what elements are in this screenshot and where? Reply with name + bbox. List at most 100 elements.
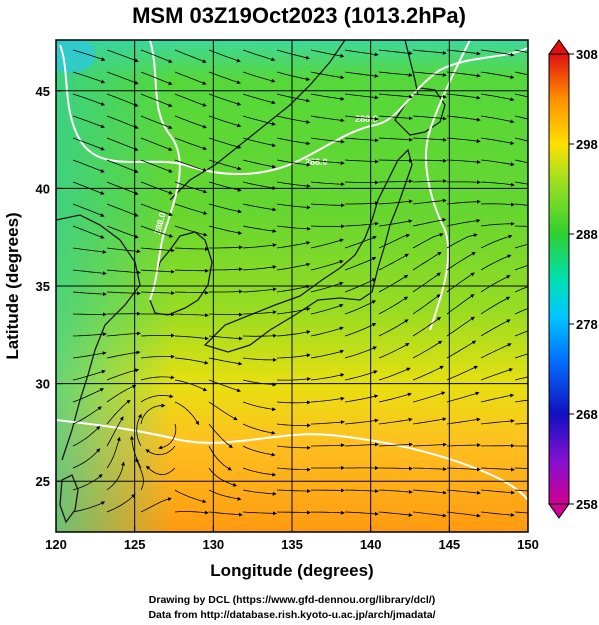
- streamline: [276, 225, 311, 231]
- streamline: [345, 201, 379, 206]
- streamline: [446, 71, 481, 78]
- coastline-honshu: [203, 148, 413, 353]
- streamline: [446, 252, 476, 271]
- streamline: [412, 272, 441, 293]
- streamline: [514, 511, 528, 514]
- streamline: [310, 510, 345, 515]
- cool-patch-northwest: [56, 40, 95, 73]
- streamline: [242, 265, 277, 271]
- streamline: [106, 247, 141, 254]
- streamline: [140, 269, 175, 274]
- streamline: [378, 343, 410, 359]
- streamline: [174, 290, 209, 295]
- streamline: [412, 391, 446, 403]
- streamline: [209, 245, 243, 250]
- streamline: [378, 392, 412, 403]
- streamline: [412, 442, 447, 447]
- streamline: [310, 488, 345, 493]
- streamline: [514, 353, 528, 359]
- streamline: [514, 399, 528, 403]
- streamline: [145, 465, 176, 476]
- streamline: [480, 275, 511, 293]
- streamline: [480, 467, 515, 472]
- streamline: [72, 247, 107, 254]
- streamline: [72, 93, 106, 106]
- streamline: [106, 384, 137, 403]
- streamline: [412, 137, 447, 142]
- streamline: [446, 391, 480, 403]
- streamline: [446, 233, 478, 249]
- streamline: [480, 393, 515, 403]
- streamline: [480, 159, 515, 167]
- streamline: [514, 49, 528, 53]
- streamline: [106, 436, 121, 469]
- streamline: [310, 420, 345, 425]
- plot-area: 288.0 288.0 288.0: [56, 40, 528, 532]
- streamline: [242, 511, 277, 516]
- credit-data: Data from http://database.rish.kyoto-u.a…: [148, 609, 435, 621]
- streamline: [480, 319, 511, 337]
- coastline-taiwan: [59, 474, 79, 524]
- x-tick-label: 150: [517, 537, 539, 552]
- streamline: [514, 71, 528, 76]
- streamline: [242, 401, 277, 412]
- streamline: [106, 331, 141, 337]
- streamline: [140, 49, 173, 63]
- streamline: [72, 473, 103, 491]
- colorbar-ticks: 308 298 288 278 268 258: [569, 47, 598, 512]
- streamline: [378, 233, 411, 249]
- streamline: [310, 181, 345, 187]
- streamline: [242, 287, 277, 293]
- streamline: [378, 137, 413, 142]
- streamline: [106, 93, 139, 107]
- streamline: [242, 203, 277, 212]
- streamline: [310, 259, 344, 271]
- streamline: [174, 268, 209, 273]
- streamline: [344, 235, 377, 249]
- streamline: [412, 511, 447, 518]
- streamline: [106, 225, 139, 239]
- streamline: [72, 115, 105, 129]
- streamline: [412, 467, 447, 472]
- streamline: [208, 159, 242, 171]
- streamline: [310, 137, 345, 144]
- streamline: [412, 251, 442, 271]
- streamline: [106, 115, 139, 129]
- streamline: [480, 343, 512, 359]
- streamline: [72, 269, 107, 276]
- streamline: [106, 71, 139, 85]
- streamline: [446, 443, 481, 448]
- streamline: [242, 243, 277, 249]
- colorbar-tick-label: 308: [576, 47, 598, 62]
- streamline: [140, 291, 175, 296]
- streamline: [174, 247, 209, 252]
- streamline: [378, 219, 413, 227]
- streamline: [446, 218, 481, 227]
- x-tick-label: 135: [281, 537, 303, 552]
- streamline: [480, 368, 514, 381]
- streamline: [174, 71, 207, 85]
- streamline: [276, 137, 311, 146]
- chart-title: MSM 03Z19Oct2023 (1013.2hPa): [132, 3, 466, 28]
- streamline: [344, 71, 379, 78]
- streamline: [344, 221, 379, 227]
- streamline: [140, 247, 175, 253]
- streamline: [446, 511, 481, 518]
- streamline: [208, 93, 242, 106]
- isotherm-east: [424, 40, 471, 331]
- streamline: [480, 49, 515, 57]
- streamline: [106, 137, 139, 151]
- land-masses: [56, 40, 446, 524]
- contour-label-1: 288.0: [355, 114, 378, 124]
- streamline: [276, 181, 311, 188]
- streamline: [480, 296, 511, 315]
- streamline: [174, 203, 208, 215]
- streamline: [310, 203, 345, 208]
- streamline: [310, 159, 345, 165]
- streamline: [72, 291, 107, 297]
- streamline: [514, 243, 528, 249]
- streamline: [106, 49, 139, 63]
- streamline: [412, 294, 441, 315]
- streamline: [480, 181, 515, 187]
- y-axis-label: Latitude (degrees): [3, 212, 22, 359]
